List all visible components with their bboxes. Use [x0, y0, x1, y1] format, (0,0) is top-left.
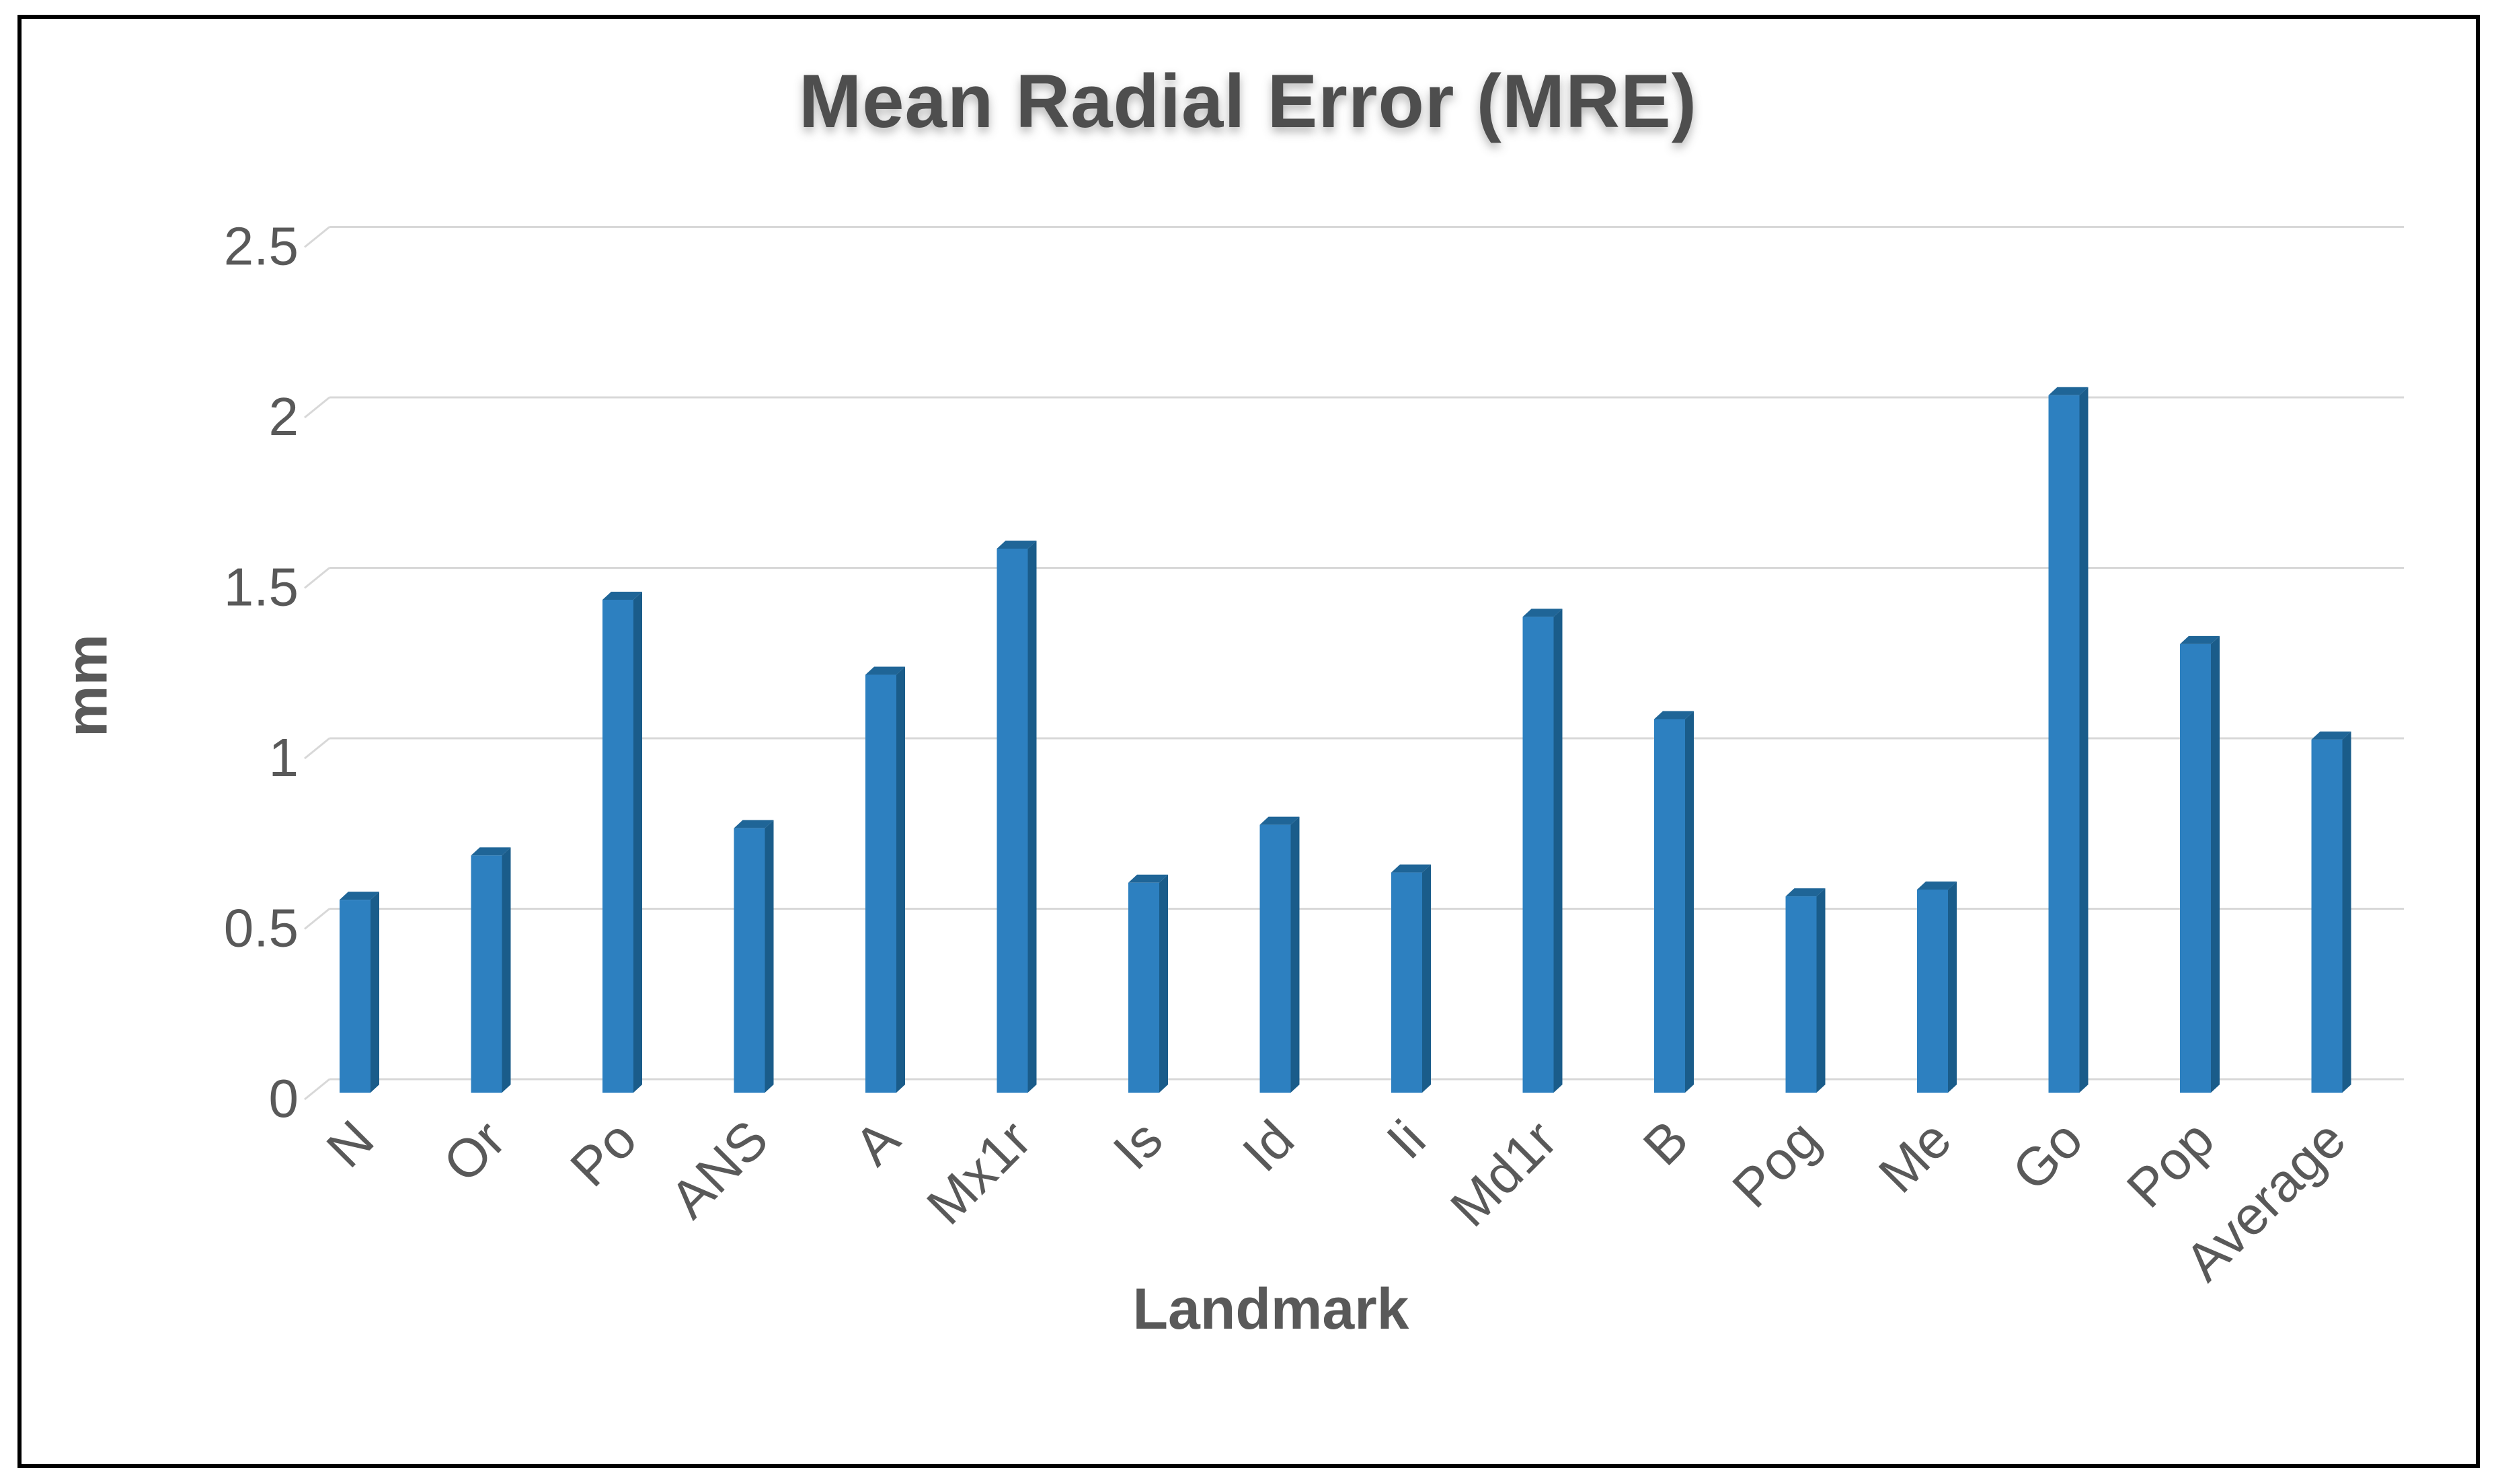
bar-front: [1128, 882, 1159, 1093]
x-tick-label: Go: [2001, 1109, 2094, 1202]
bar-front: [2180, 643, 2211, 1093]
bar-top: [1917, 881, 1957, 890]
bar-front: [340, 900, 370, 1093]
x-tick-label: Me: [1867, 1109, 1963, 1204]
bar-front: [471, 855, 502, 1093]
chart-title: Mean Radial Error (MRE): [798, 59, 1698, 143]
x-tick-label: Is: [1102, 1109, 1174, 1181]
bar-front: [602, 599, 633, 1093]
bar-front: [997, 548, 1028, 1093]
bar-front: [1917, 889, 1948, 1093]
x-tick-label: A: [843, 1109, 911, 1177]
bar-front: [1654, 719, 1685, 1093]
bar-top: [865, 666, 905, 675]
x-axis-title: Landmark: [1132, 1277, 1409, 1341]
bar-top: [602, 591, 642, 600]
bar-front: [1391, 872, 1422, 1093]
bar-side: [765, 820, 774, 1093]
bar-side: [1290, 816, 1300, 1093]
bar-side: [502, 847, 511, 1093]
bar-top: [1259, 816, 1300, 825]
bar-top: [997, 540, 1037, 549]
bar-top: [1522, 609, 1563, 617]
bar-side: [1948, 881, 1957, 1093]
bar-side: [1027, 540, 1037, 1093]
bar-front: [1259, 824, 1291, 1093]
bar-side: [1159, 874, 1168, 1093]
x-tick-label: Id: [1231, 1109, 1305, 1183]
x-tick-label: Ii: [1375, 1109, 1436, 1170]
x-tick-label: Pop: [2115, 1109, 2226, 1219]
bar-top: [2048, 387, 2089, 395]
bar-top: [340, 892, 379, 900]
y-tick-label: 1: [269, 728, 299, 787]
x-tick-label: Pog: [1721, 1109, 1831, 1219]
y-tick-label: 2: [269, 387, 299, 446]
bar-side: [2342, 731, 2351, 1093]
bar-side: [1422, 864, 1431, 1093]
bar-top: [2311, 731, 2351, 740]
bar-top: [1391, 864, 1431, 873]
gridline-tick: [304, 396, 330, 419]
x-tick-label: ANS: [659, 1109, 779, 1229]
bar-front: [2048, 395, 2080, 1093]
x-tick-label: Mx1r: [915, 1109, 1042, 1236]
bar-front: [1785, 896, 1817, 1093]
gridline-tick: [304, 226, 330, 248]
bar-side: [896, 666, 905, 1093]
bar-side: [1553, 609, 1563, 1093]
bar-front: [1522, 617, 1554, 1093]
x-tick-label: Po: [559, 1109, 648, 1198]
bar-front: [2311, 739, 2343, 1093]
bar-side: [1685, 711, 1694, 1093]
y-tick-label: 0: [269, 1068, 299, 1128]
gridline-tick: [304, 737, 330, 760]
bar-top: [471, 847, 511, 856]
x-tick-label: Md1r: [1439, 1109, 1568, 1238]
bar-top: [1785, 888, 1826, 897]
bar-side: [2211, 635, 2220, 1093]
x-tick-label: Or: [432, 1109, 516, 1194]
bar-top: [1128, 874, 1168, 883]
bar-top: [2180, 635, 2220, 644]
y-tick-label: 2.5: [224, 217, 299, 276]
bar-front: [865, 674, 896, 1093]
bar-side: [1816, 888, 1826, 1093]
gridline-tick: [304, 1078, 330, 1101]
bar-top: [734, 820, 774, 828]
gridline-tick: [304, 908, 330, 930]
bar-top: [1654, 711, 1694, 719]
x-tick-label: B: [1632, 1109, 1700, 1177]
gridline-tick: [304, 567, 330, 589]
y-tick-label: 0.5: [224, 898, 299, 958]
bar-side: [633, 591, 642, 1093]
bar-side: [370, 892, 379, 1093]
bar-front: [734, 828, 765, 1093]
x-tick-label: N: [315, 1109, 385, 1179]
y-tick-label: 1.5: [224, 557, 299, 617]
bar-side: [2079, 387, 2089, 1093]
